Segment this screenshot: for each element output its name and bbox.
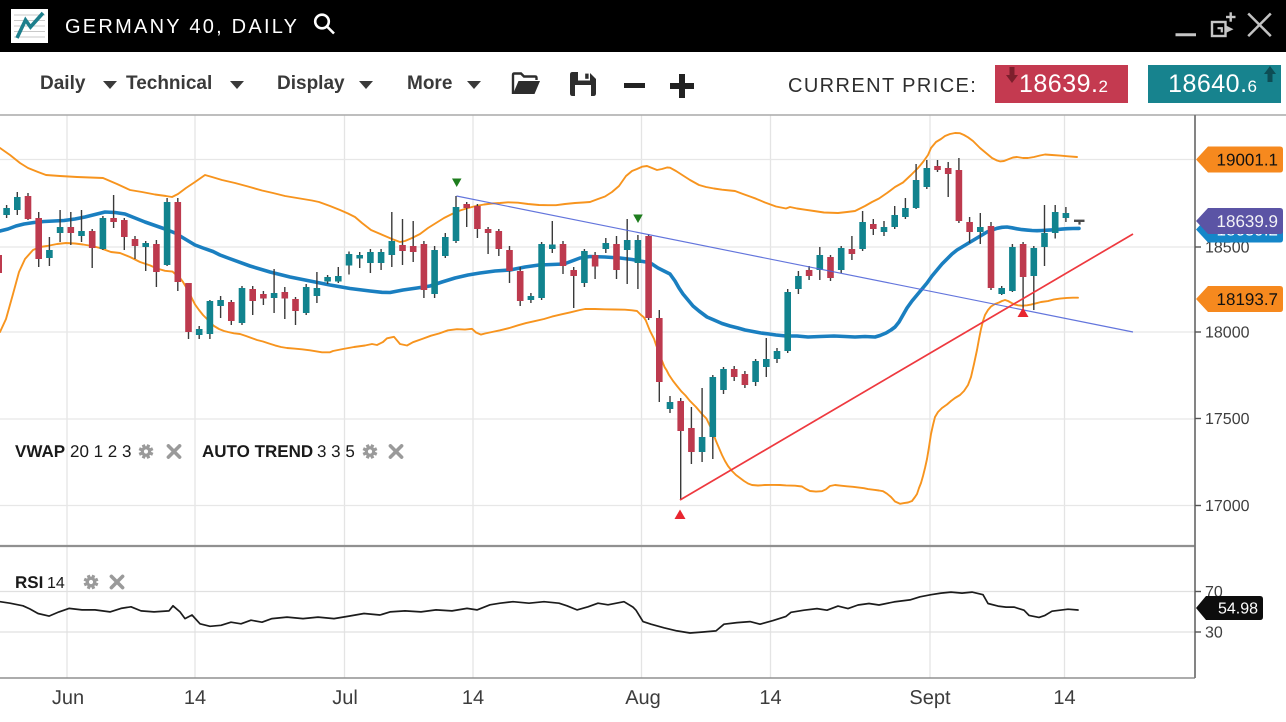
- svg-text:RSI: RSI: [15, 573, 43, 592]
- svg-text:3 3 5: 3 3 5: [317, 442, 355, 461]
- svg-text:14: 14: [759, 687, 781, 709]
- svg-text:14: 14: [184, 687, 206, 709]
- svg-text:14: 14: [462, 687, 484, 709]
- svg-text:Aug: Aug: [625, 687, 661, 709]
- svg-text:GERMANY 40, DAILY: GERMANY 40, DAILY: [65, 16, 299, 38]
- svg-text:14: 14: [1053, 687, 1075, 709]
- svg-text:30: 30: [1205, 625, 1223, 642]
- svg-text:18000: 18000: [1205, 325, 1250, 342]
- svg-text:Sept: Sept: [909, 687, 951, 709]
- svg-text:19001.1: 19001.1: [1217, 150, 1278, 169]
- svg-text:18500: 18500: [1205, 240, 1250, 257]
- svg-text:17000: 17000: [1205, 498, 1250, 515]
- svg-text:17500: 17500: [1205, 411, 1250, 428]
- svg-text:VWAP: VWAP: [15, 442, 65, 461]
- svg-text:AUTO TREND: AUTO TREND: [202, 442, 313, 461]
- svg-text:54.98: 54.98: [1218, 601, 1258, 618]
- svg-text:14: 14: [47, 575, 65, 592]
- svg-text:Jun: Jun: [52, 687, 84, 709]
- svg-text:18193.7: 18193.7: [1217, 290, 1278, 309]
- svg-text:20 1 2 3: 20 1 2 3: [70, 442, 131, 461]
- svg-text:Jul: Jul: [332, 687, 358, 709]
- svg-text:18639.9: 18639.9: [1217, 212, 1278, 231]
